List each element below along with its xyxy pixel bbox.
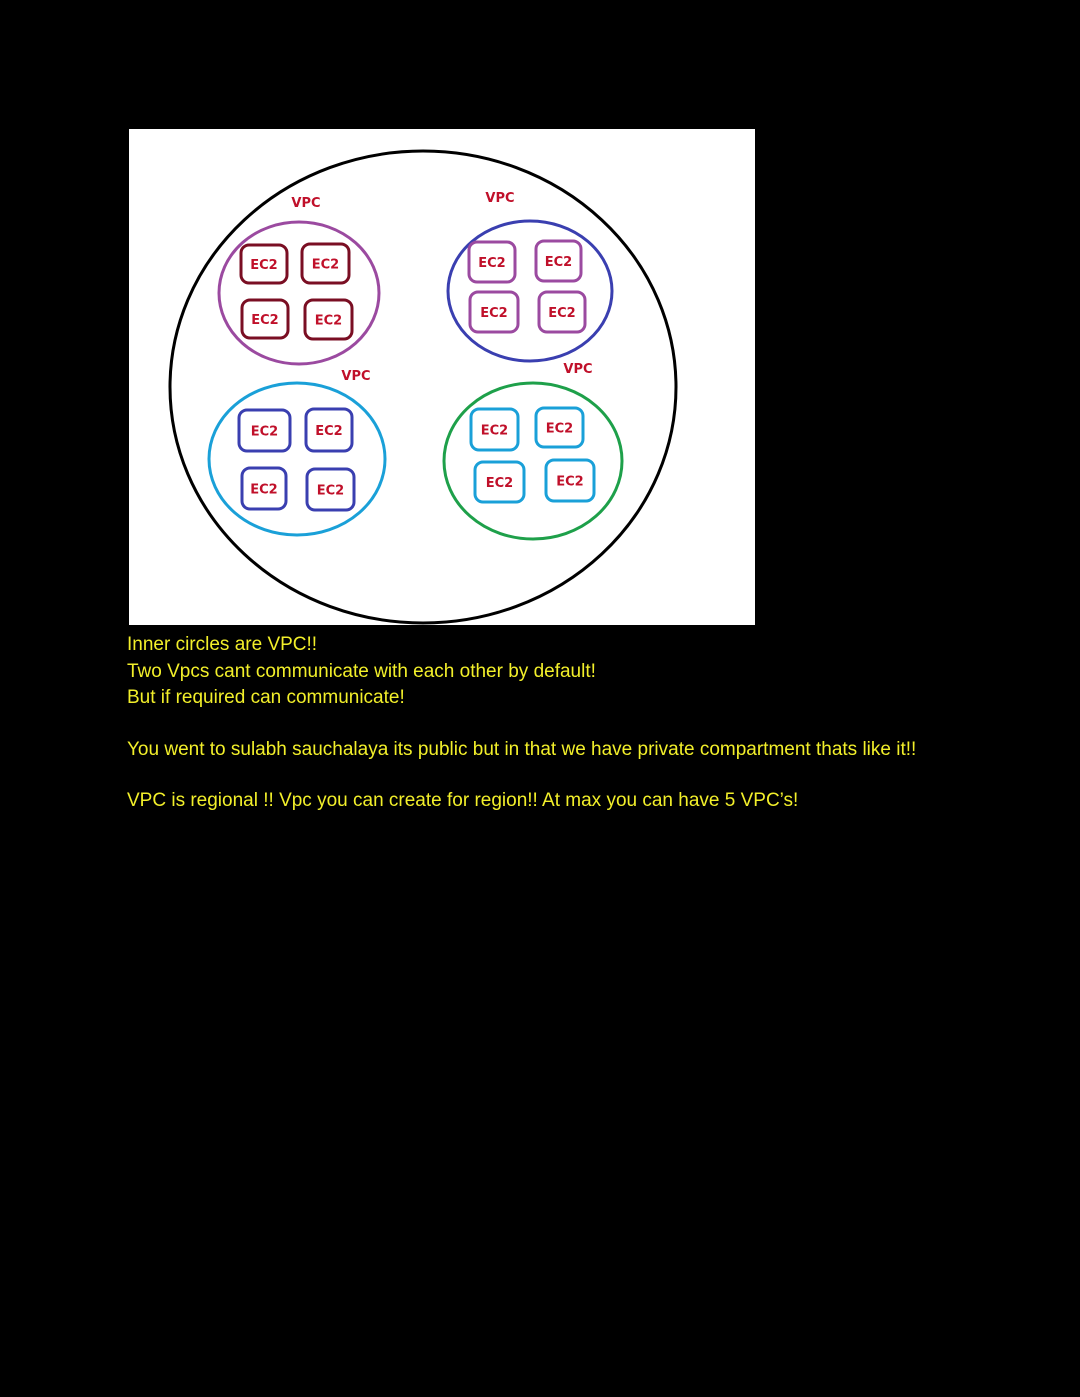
vpc-label: VPC [485,191,514,206]
ec2-box [469,407,520,452]
vpc-layer: VPC EC2 EC2 EC2 EC2 VPC EC2 EC2 EC2 EC2 VPC EC2 EC2 E… [207,191,624,541]
vpc-circle [446,219,614,363]
ec2-box [239,243,289,285]
diagram-background [129,129,755,625]
vpc-top-left: VPC EC2 EC2 EC2 EC2 [217,196,381,366]
ec2-label: EC2 [317,484,344,499]
ec2-box [300,242,351,285]
ec2-box [544,458,596,503]
vpc-top-right: VPC EC2 EC2 EC2 EC2 [446,191,614,363]
note-line-2: Two Vpcs cant communicate with each othe… [127,660,596,682]
ec2-label: EC2 [486,476,513,491]
note-line-1: Inner circles are VPC!! [127,634,318,655]
note-spacer [127,763,1047,788]
note-line-4: You went to sulabh sauchalaya its public… [127,738,917,760]
ec2-label: EC2 [315,424,342,439]
ec2-label: EC2 [251,313,278,328]
ec2-label: EC2 [251,425,278,440]
ec2-instance: EC2 [473,460,526,504]
ec2-instance: EC2 [534,239,583,283]
ec2-box [467,240,517,284]
ec2-instance: EC2 [240,298,290,340]
ec2-instance: EC2 [534,406,585,449]
ec2-label: EC2 [250,483,277,498]
ec2-label: EC2 [556,475,583,490]
ec2-box [534,239,583,283]
ec2-instance: EC2 [240,466,288,511]
ec2-box [303,298,354,341]
ec2-instance: EC2 [468,290,520,334]
ec2-box [237,408,292,453]
ec2-box [240,466,288,511]
ec2-instance: EC2 [303,298,354,341]
vpc-diagram-svg: VPC EC2 EC2 EC2 EC2 VPC EC2 EC2 EC2 EC2 VPC EC2 EC2 E… [129,129,755,625]
ec2-instance: EC2 [469,407,520,452]
note-line-5: VPC is regional !! Vpc you can create fo… [127,790,799,811]
vpc-circle [207,381,387,537]
vpc-label: VPC [291,196,320,211]
ec2-label: EC2 [480,306,507,321]
ec2-instance: EC2 [237,408,292,453]
ec2-instance: EC2 [537,290,587,334]
ec2-label: EC2 [546,422,573,437]
vpc-bottom-right: VPC EC2 EC2 EC2 EC2 [442,362,624,541]
region-circle [168,149,678,625]
ec2-box [240,298,290,340]
ec2-box [305,467,356,512]
ec2-instance: EC2 [239,243,289,285]
ec2-instance: EC2 [544,458,596,503]
ec2-label: EC2 [250,258,277,273]
notes-text: Inner circles are VPC!! Two Vpcs cant co… [127,632,1047,815]
ec2-instance: EC2 [300,242,351,285]
ec2-label: EC2 [478,256,505,271]
ec2-instance: EC2 [467,240,517,284]
ec2-label: EC2 [548,306,575,321]
vpc-bottom-left: VPC EC2 EC2 EC2 EC2 [207,369,387,537]
ec2-label: EC2 [481,424,508,439]
ec2-box [473,460,526,504]
vpc-diagram: VPC EC2 EC2 EC2 EC2 VPC EC2 EC2 EC2 EC2 VPC EC2 EC2 E… [129,129,755,625]
note-spacer [127,712,1047,737]
ec2-label: EC2 [545,255,572,270]
ec2-label: EC2 [315,314,342,329]
ec2-instance: EC2 [304,407,354,453]
ec2-box [304,407,354,453]
vpc-label: VPC [563,362,592,377]
vpc-circle [442,381,624,541]
ec2-box [468,290,520,334]
ec2-box [537,290,587,334]
vpc-label: VPC [341,369,370,384]
note-line-3: But if required can communicate! [127,687,405,708]
ec2-instance: EC2 [305,467,356,512]
ec2-label: EC2 [312,258,339,273]
ec2-box [534,406,585,449]
vpc-circle [217,220,381,366]
